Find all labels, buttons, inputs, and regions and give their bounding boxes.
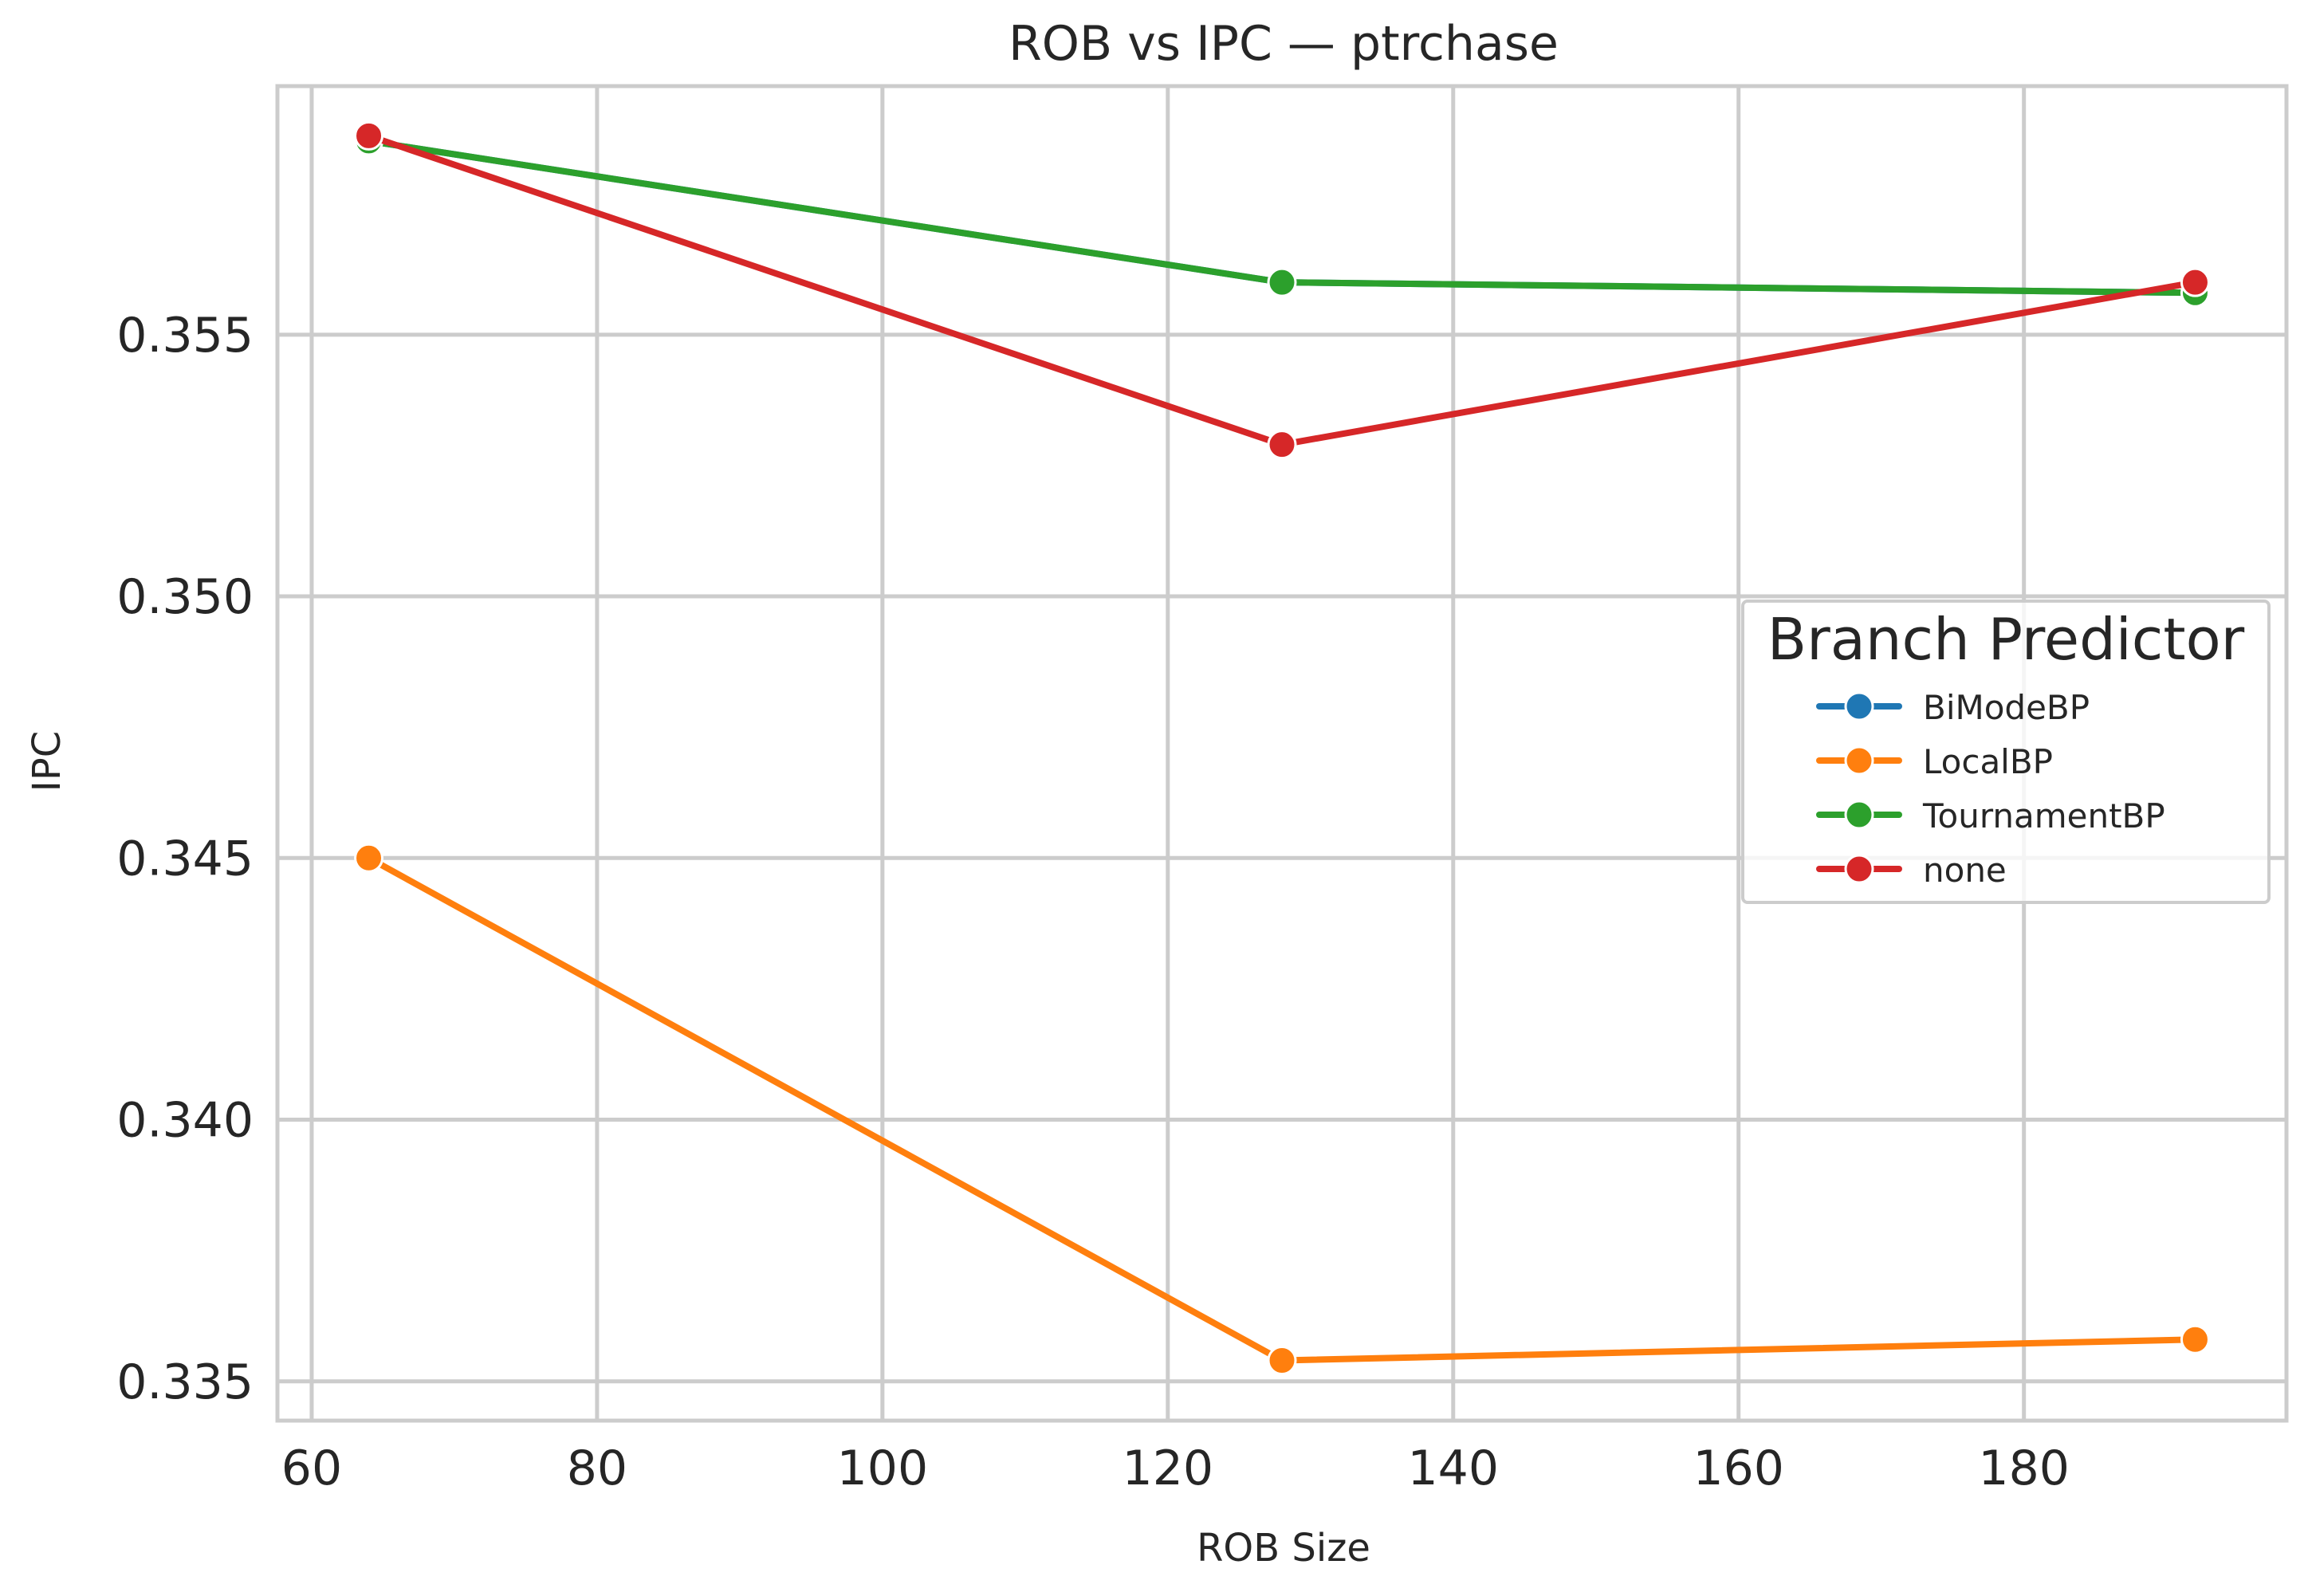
x-tick-label: 160 [1693,1441,1784,1496]
legend-label: none [1923,851,2007,890]
x-tick-label: 180 [1978,1441,2070,1496]
legend: Branch Predictor BiModeBP LocalBP Tourname… [1741,599,2271,904]
legend-marker [1844,800,1874,830]
plot-frame [275,84,2289,1423]
legend-item: LocalBP [1816,742,2053,781]
x-tick-label: 140 [1408,1441,1500,1496]
legend-title: Branch Predictor [1767,606,2245,673]
legend-marker [1844,854,1874,884]
y-tick-label: 0.340 [116,1093,254,1149]
series-none [354,120,2210,460]
x-tick-label: 60 [281,1441,342,1496]
legend-item: none [1816,851,2007,890]
series-group [354,120,2210,1376]
y-tick-label: 0.335 [116,1354,254,1410]
data-point [2180,267,2210,297]
legend-label: LocalBP [1923,742,2053,781]
legend-label: BiModeBP [1923,688,2090,727]
x-tick-label: 120 [1123,1441,1214,1496]
data-point [354,120,384,151]
legend-items: BiModeBP LocalBP TournamentBP none [1816,688,2165,890]
legend-item: TournamentBP [1816,796,2165,835]
data-point [1267,267,1297,297]
legend-item: BiModeBP [1816,688,2090,727]
x-tick-label: 100 [837,1441,929,1496]
legend-box [1741,599,2271,904]
data-point [1267,430,1297,460]
legend-marker [1844,745,1874,776]
legend-label: TournamentBP [1922,796,2165,835]
y-tick-label: 0.355 [116,308,254,364]
chart-title: ROB vs IPC — ptrchase [1009,16,1559,72]
x-tick-label: 80 [567,1441,627,1496]
legend-marker [1844,691,1874,721]
data-point [2180,1324,2210,1354]
data-point [1267,1346,1297,1376]
y-tick-label: 0.350 [116,569,254,625]
data-point [354,843,384,873]
tick-labels: 60 80 100 120 140 160 180 0.335 0.340 0.345 0.350 0… [116,308,2070,1496]
series-LocalBP [354,843,2210,1376]
y-axis-label: IPC [25,731,69,792]
y-tick-label: 0.345 [116,831,254,886]
x-axis-label: ROB Size [1197,1526,1370,1570]
